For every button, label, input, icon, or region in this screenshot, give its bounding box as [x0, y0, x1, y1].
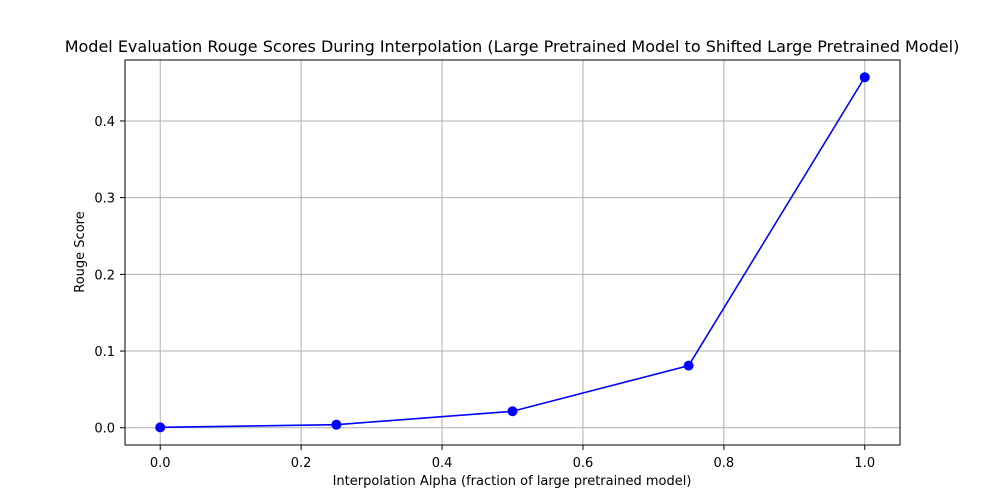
data-point [507, 406, 518, 417]
y-tick-label: 0.0 [94, 422, 115, 437]
data-point [683, 360, 694, 371]
y-tick-label: 0.2 [94, 268, 115, 283]
x-tick-label: 0.2 [291, 456, 312, 471]
y-tick-label: 0.1 [94, 345, 115, 360]
y-tick-label: 0.3 [94, 192, 115, 207]
series-layer [155, 72, 870, 433]
x-axis-label: Interpolation Alpha (fraction of large p… [333, 474, 692, 489]
data-point [155, 422, 166, 433]
axes-frame [124, 59, 901, 446]
y-tick-label: 0.4 [94, 115, 115, 130]
chart-title: Model Evaluation Rouge Scores During Int… [65, 37, 960, 56]
x-tick-label: 0.8 [714, 456, 735, 471]
data-point [331, 419, 342, 430]
series-line [160, 76, 866, 429]
grid-layer [125, 60, 900, 445]
x-tick-label: 0.4 [432, 456, 453, 471]
tick-layer: 0.0 0.2 0.4 0.6 0.8 1.0 0.0 0.1 0.2 0.3 0.4 [94, 115, 875, 471]
y-axis-label: Rouge Score [73, 211, 88, 292]
x-tick-label: 0.6 [573, 456, 594, 471]
x-tick-label: 1.0 [854, 456, 875, 471]
x-tick-label: 0.0 [150, 456, 171, 471]
data-point [859, 72, 870, 83]
